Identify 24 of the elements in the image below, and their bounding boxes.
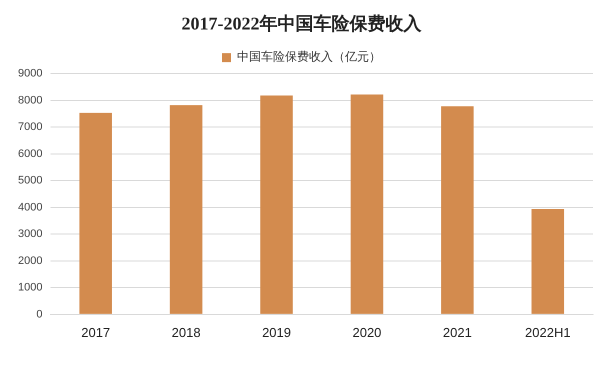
y-tick-label: 5000 [18, 174, 42, 187]
y-tick-label: 8000 [18, 94, 42, 106]
y-tick-label: 4000 [18, 201, 42, 214]
y-tick-label: 9000 [18, 68, 42, 80]
x-tick-label: 2019 [262, 324, 291, 340]
x-tick-label: 2018 [172, 324, 201, 340]
chart-title: 2017-2022年中国车险保费收入 [182, 13, 422, 34]
x-tick-label: 2020 [352, 324, 382, 340]
y-tick-label: 3000 [18, 228, 42, 240]
x-tick-label: 2022H1 [525, 324, 571, 340]
y-tick-label: 7000 [18, 121, 42, 134]
x-tick-label: 2017 [81, 324, 110, 340]
y-tick-label: 1000 [18, 282, 42, 294]
x-tick-label: 2021 [442, 324, 472, 340]
bar [532, 208, 564, 314]
bar [350, 94, 384, 314]
bar [260, 96, 293, 314]
bar [170, 105, 202, 314]
bar [441, 106, 474, 314]
y-tick-label: 6000 [18, 148, 42, 160]
legend-label: 中国车险保费收入（亿元） [237, 50, 381, 64]
bar [79, 112, 112, 314]
y-tick-label: 0 [36, 308, 42, 320]
y-tick-label: 2000 [18, 254, 42, 267]
